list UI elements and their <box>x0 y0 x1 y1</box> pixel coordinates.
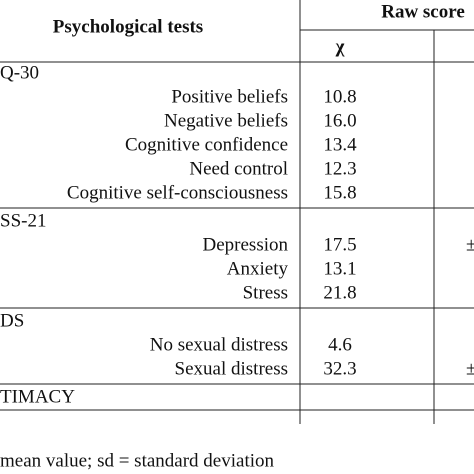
row-value: 17.5 <box>323 234 356 255</box>
group-label: SS-21 <box>0 210 46 231</box>
row-value: 15.8 <box>323 182 356 203</box>
row-label: Cognitive self-consciousness <box>67 182 288 203</box>
group-label: Q-30 <box>0 62 39 83</box>
row-extra: ± <box>466 234 474 255</box>
row-label: Stress <box>243 282 288 303</box>
row-label: Need control <box>189 158 288 179</box>
group-label: DS <box>0 310 24 331</box>
row-value: 32.3 <box>323 358 356 379</box>
row-value: 16.0 <box>323 110 356 131</box>
group-label: TIMACY <box>0 386 75 407</box>
row-value: 13.4 <box>323 134 357 155</box>
row-label: Negative beliefs <box>164 110 288 131</box>
row-value: 21.8 <box>323 282 356 303</box>
row-value: 4.6 <box>328 334 352 355</box>
row-value: 10.8 <box>323 86 356 107</box>
row-value: 13.1 <box>323 258 356 279</box>
column-title: Psychological tests <box>53 16 203 37</box>
row-label: Sexual distress <box>175 358 288 379</box>
footnote: mean value; sd = standard deviation <box>0 450 274 471</box>
row-label: No sexual distress <box>150 334 288 355</box>
row-label: Positive beliefs <box>171 86 288 107</box>
row-extra: ± <box>466 358 474 379</box>
row-value: 12.3 <box>323 158 356 179</box>
row-label: Anxiety <box>227 258 289 279</box>
row-label: Depression <box>203 234 289 255</box>
score-title: Raw score <box>381 1 465 22</box>
mean-symbol: χ <box>335 36 345 57</box>
row-label: Cognitive confidence <box>125 134 288 155</box>
